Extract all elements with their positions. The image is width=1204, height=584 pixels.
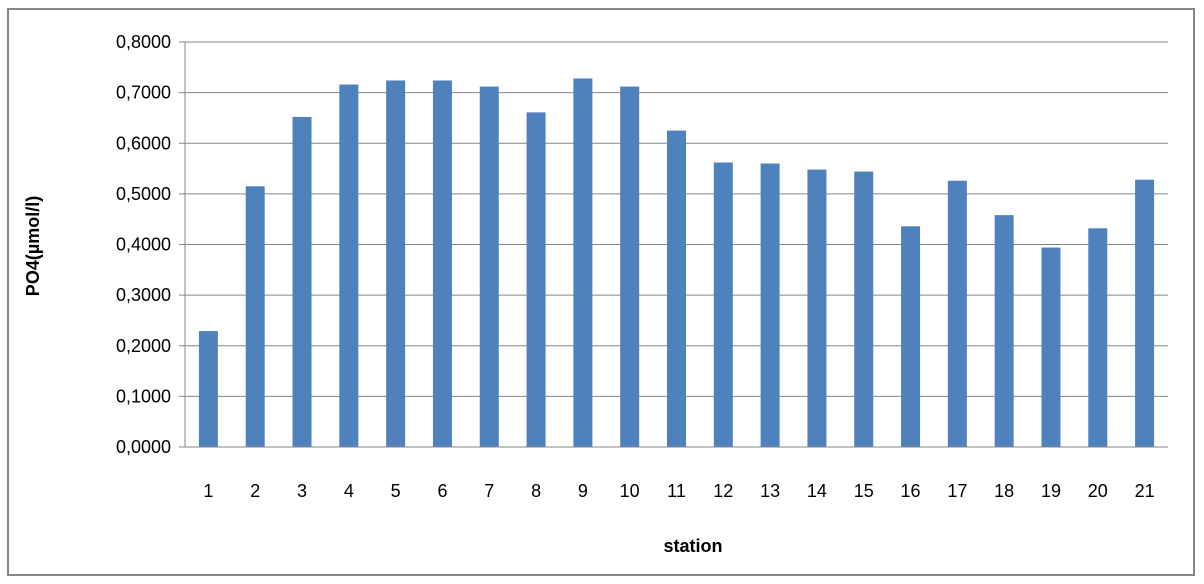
bar-station-7 (479, 86, 499, 448)
y-tick-label: 0,3000 (116, 285, 171, 305)
x-tick-label: 4 (344, 481, 354, 501)
x-tick-label: 1 (203, 481, 213, 501)
bar-station-1 (198, 331, 218, 447)
y-tick-label: 0,8000 (116, 32, 171, 52)
y-axis-title: PO4(µmol/l) (23, 196, 43, 296)
bar-station-6 (432, 80, 452, 447)
axes (179, 41, 1168, 448)
bar-station-18 (994, 215, 1014, 447)
bar-station-21 (1135, 179, 1155, 447)
bar-station-13 (760, 163, 780, 447)
x-tick-label: 8 (531, 481, 541, 501)
bar-station-14 (807, 169, 827, 447)
x-axis-title: station (663, 536, 722, 556)
bar-station-12 (713, 162, 733, 448)
y-tick-label: 0,4000 (116, 235, 171, 255)
bar-station-3 (292, 116, 312, 448)
bars (198, 78, 1155, 448)
x-tick-label: 14 (807, 481, 827, 501)
x-tick-label: 5 (391, 481, 401, 501)
x-tick-label: 2 (250, 481, 260, 501)
y-tick-label: 0,5000 (116, 184, 171, 204)
x-tick-label: 6 (437, 481, 447, 501)
bar-station-4 (339, 84, 359, 448)
bar-station-9 (573, 78, 593, 447)
x-tick-labels: 1 2 3 4 5 6 7 8 9 10 11 12 13 14 15 16 17 18 19 20 21 (203, 481, 1154, 501)
x-tick-label: 18 (994, 481, 1014, 501)
x-tick-label: 13 (760, 481, 780, 501)
y-tick-label: 0,7000 (116, 83, 171, 103)
x-tick-label: 3 (297, 481, 307, 501)
bar-station-5 (386, 80, 406, 447)
x-tick-label: 21 (1135, 481, 1155, 501)
x-tick-label: 7 (484, 481, 494, 501)
y-tick-labels: 0,0000 0,1000 0,2000 0,3000 0,4000 0,5000 0,60… (116, 32, 171, 457)
bar-station-10 (620, 86, 640, 448)
x-tick-label: 16 (901, 481, 921, 501)
bar-station-19 (1041, 247, 1061, 447)
bar-station-8 (526, 112, 546, 448)
bar-station-15 (854, 171, 874, 447)
bar-station-16 (901, 226, 921, 447)
x-tick-label: 20 (1088, 481, 1108, 501)
y-tick-label: 0,0000 (116, 437, 171, 457)
y-tick-label: 0,2000 (116, 336, 171, 356)
x-tick-label: 17 (947, 481, 967, 501)
x-tick-label: 15 (854, 481, 874, 501)
x-tick-label: 9 (578, 481, 588, 501)
bar-station-17 (947, 180, 967, 447)
x-tick-label: 12 (713, 481, 733, 501)
x-tick-label: 11 (667, 481, 686, 501)
bar-station-20 (1088, 228, 1108, 447)
x-tick-label: 10 (620, 481, 640, 501)
bar-station-11 (667, 130, 686, 447)
y-tick-label: 0,1000 (116, 386, 171, 406)
y-tick-label: 0,6000 (116, 133, 171, 153)
bar-station-2 (245, 186, 265, 447)
x-tick-label: 19 (1041, 481, 1061, 501)
